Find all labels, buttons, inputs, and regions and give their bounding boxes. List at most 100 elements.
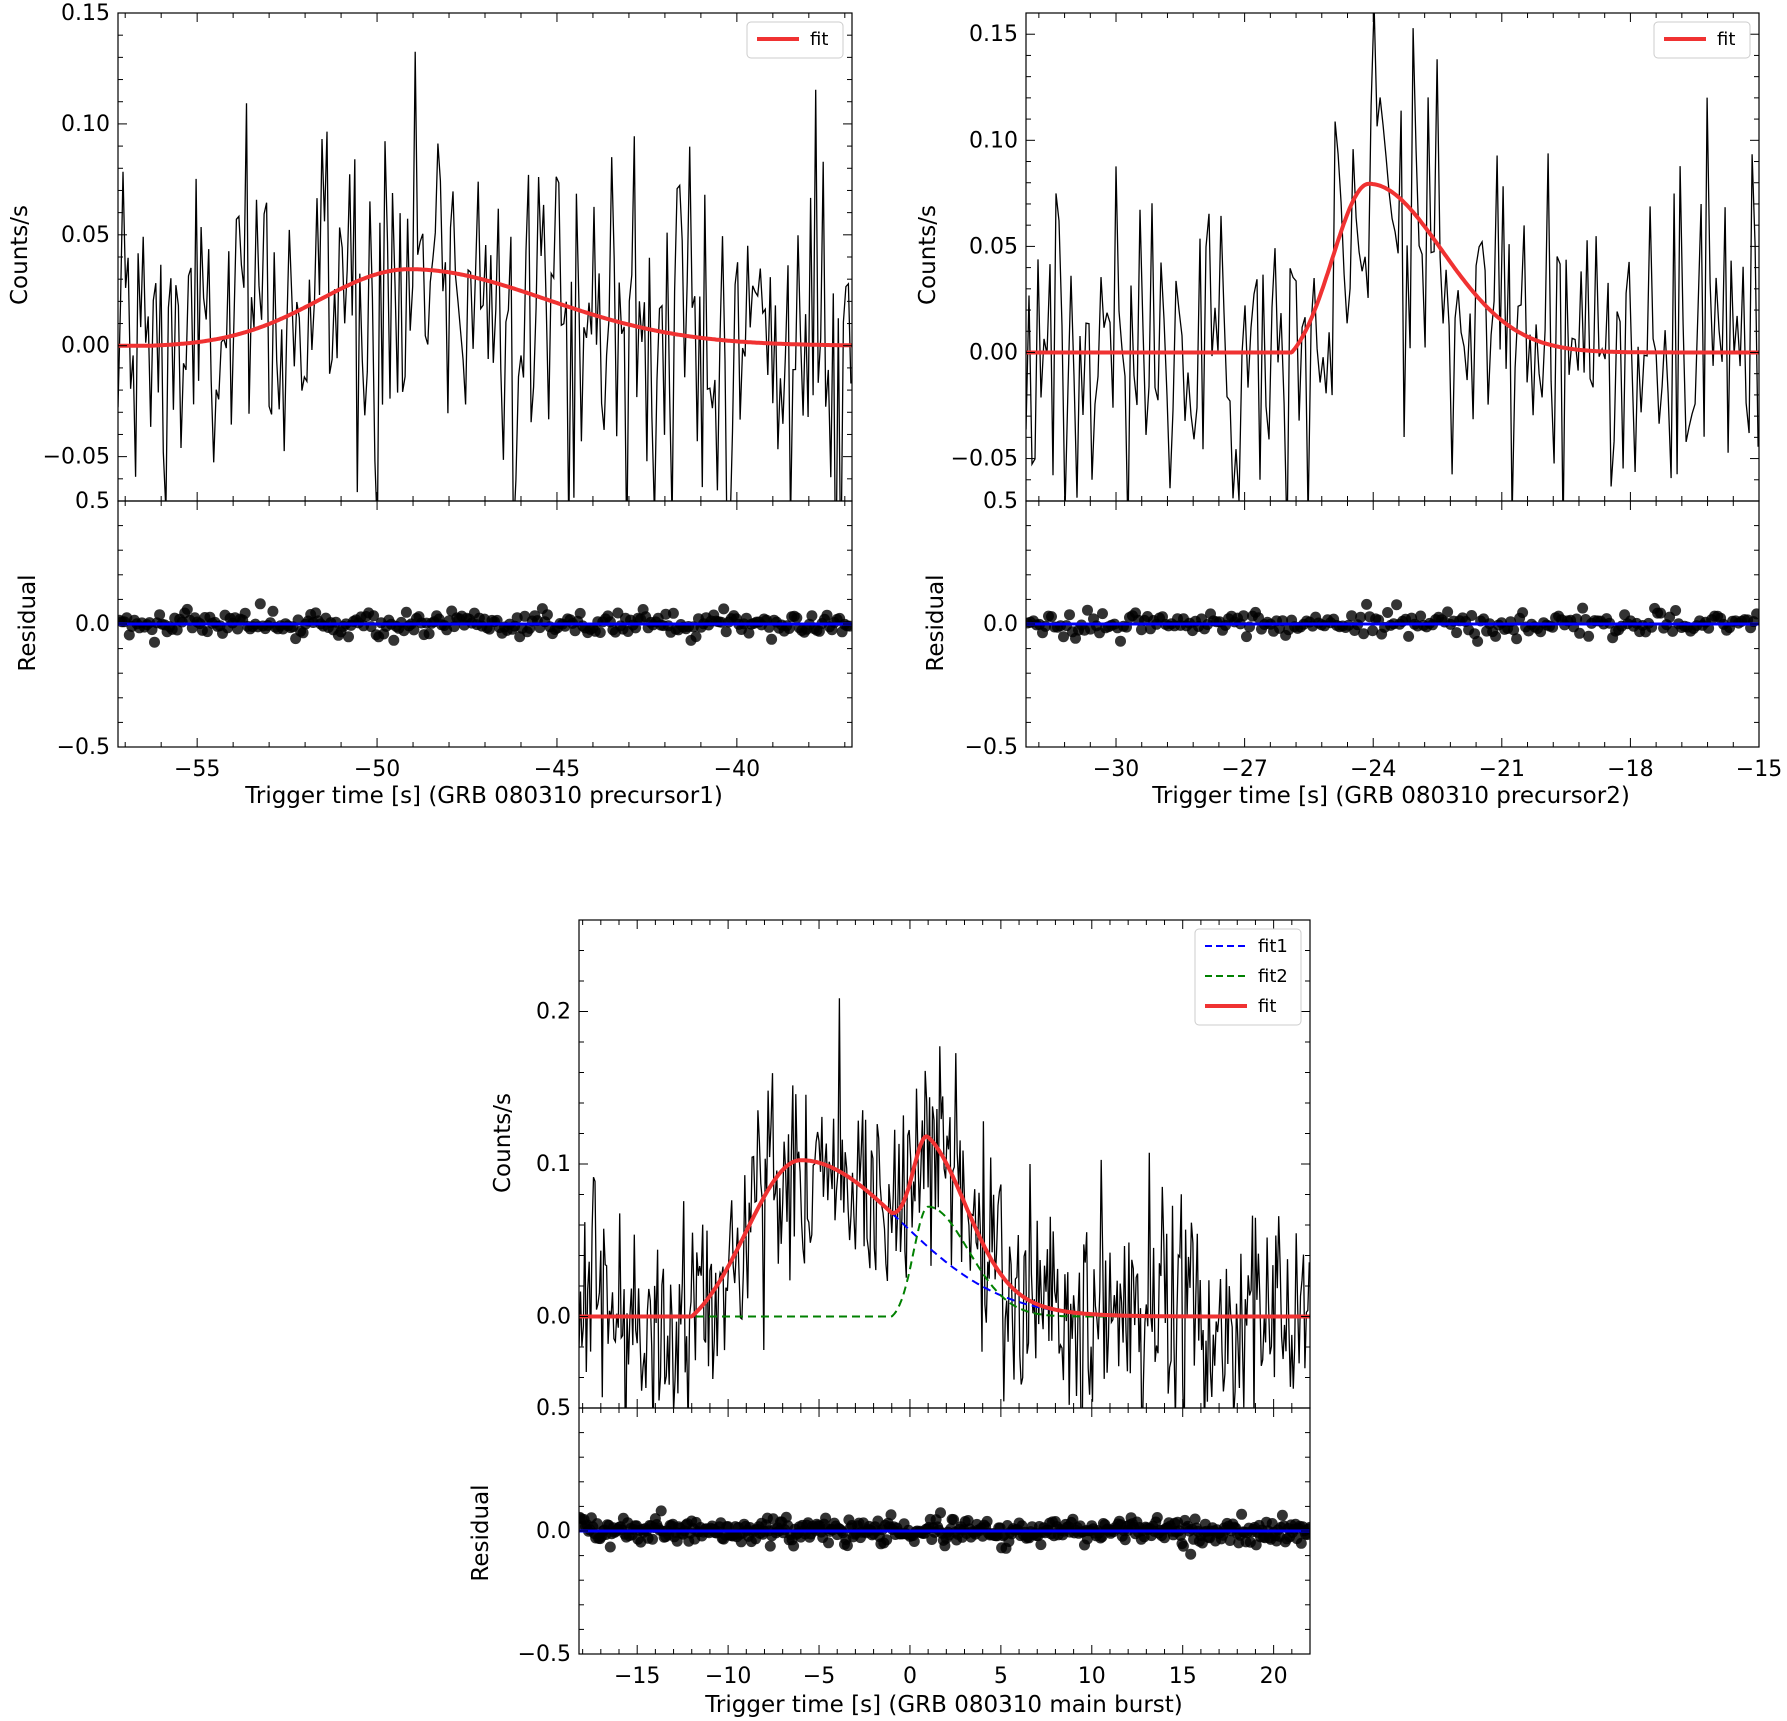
residual-point [232,623,244,635]
y-tick-label: 0.15 [61,1,110,26]
y-tick-label: 0.10 [969,128,1018,153]
residual-point [400,606,412,618]
residual-point [1574,627,1586,639]
y-tick-label: 0.5 [983,489,1018,514]
y-tick-label: −0.5 [518,1642,571,1667]
residual-point [764,1540,776,1552]
residual-point [1276,1509,1288,1521]
residual-point [1081,1533,1093,1545]
y-axis-label-counts: Counts/s [7,205,33,305]
residual-point [1185,1548,1197,1560]
residual-point [962,1515,974,1526]
residual-point [594,627,606,638]
y-tick-label: 0.5 [75,489,110,514]
y-tick-label: 0.0 [75,612,110,637]
panel-precursor2: −0.05 0.00 0.05 0.10 0.15 fit −30 −27 −24 −21 −18… [915,12,1782,809]
x-tick-label: −40 [714,757,760,782]
residual-point [1358,628,1370,640]
fit-curve [1026,181,1759,355]
residual-point [254,598,266,610]
residual-point [935,1507,946,1519]
top-axes: 0.0 0.1 0.2 fit1 fit2 fit [536,919,1311,1409]
residual-point [1115,635,1126,647]
residual-point [1151,1512,1163,1523]
legend: fit1 fit2 fit [1194,928,1302,1026]
residual-point [1067,1513,1079,1525]
residual-point [343,631,354,643]
residual-point [720,626,732,638]
panel-precursor1: −0.05 0.00 0.05 0.10 0.15 fit −55 −50 −45 −40 −0.… [7,1,853,809]
bottom-axes: −55 −50 −45 −40 −0.5 0.0 0.5 [57,489,853,782]
x-axis-label: Trigger time [s] (GRB 080310 precursor2) [1151,783,1630,809]
legend-label-fit: fit [1258,996,1276,1017]
x-tick-label: −24 [1350,757,1396,782]
residual-point [1361,598,1373,610]
residual-point [806,610,818,622]
residual-point [655,1505,667,1517]
residual-point [981,1515,993,1527]
residual-point [1490,630,1502,642]
residual-point [1082,604,1093,616]
residual-point [1058,631,1069,643]
residual-point [1035,1539,1047,1551]
residual-point [1670,605,1682,616]
y-tick-label: 0.10 [61,112,110,137]
residual-point [423,628,435,640]
residual-point [123,629,135,641]
residual-point [1224,1535,1236,1546]
residual-point [783,623,795,634]
residual-point [766,633,778,645]
residual-point [1451,627,1463,639]
y-axis-label-counts: Counts/s [915,205,941,305]
residual-point [885,1509,897,1521]
bottom-axes: −15 −10 −5 0 5 10 15 20 −0.5 0.0 0.5 [518,1396,1311,1689]
residual-point [1751,608,1759,620]
residual-point [743,627,755,639]
x-tick-label: −5 [803,1664,835,1689]
residual-point [791,612,803,624]
x-tick-label: −45 [534,757,580,782]
x-tick-label: −10 [705,1664,751,1689]
residual-point [1511,633,1523,645]
panel-main-burst: 0.0 0.1 0.2 fit1 fit2 fit −15 −10 −5 0 5 10 15 20 −0.… [468,919,1311,1718]
y-tick-label: 0.00 [61,334,110,359]
residual-point [1367,625,1379,637]
residual-point [267,605,279,617]
residual-point [1241,631,1252,643]
residual-point [1583,630,1595,642]
residual-point [1391,599,1403,611]
y-tick-label: 0.0 [536,1519,571,1544]
residual-point [1238,610,1249,622]
residual-point [1655,607,1667,619]
counts-light-curve [118,51,852,501]
legend-box [1194,928,1302,1026]
residual-point [297,627,309,639]
legend-label-fit: fit [1717,29,1735,50]
residual-point [1346,610,1358,622]
residual-point [1517,607,1529,619]
x-tick-label: 15 [1169,1664,1197,1689]
top-axes: −0.05 0.00 0.05 0.10 0.15 fit [43,1,853,502]
residual-point [239,607,251,619]
x-tick-label: −55 [174,757,220,782]
residual-point [820,1512,832,1524]
residual-point [788,1540,800,1552]
x-tick-label: 10 [1078,1664,1106,1689]
legend-label-fit2: fit2 [1258,966,1288,987]
x-tick-label: −18 [1607,757,1653,782]
x-tick-label: 0 [903,1664,917,1689]
counts-light-curve [1026,13,1759,501]
fit-curve [579,1134,1310,1319]
x-tick-label: −15 [614,1664,660,1689]
y-tick-label: 0.1 [536,1152,571,1177]
counts-light-curve [579,998,1310,1408]
residual-point [1097,608,1108,620]
fit-curve [118,267,852,348]
residual-point [1667,625,1679,637]
residual-point [690,631,702,643]
residual-point [591,1518,603,1530]
residual-point [841,1540,853,1552]
residual-point [604,1541,616,1553]
y-axis-label-residual: Residual [923,574,949,671]
